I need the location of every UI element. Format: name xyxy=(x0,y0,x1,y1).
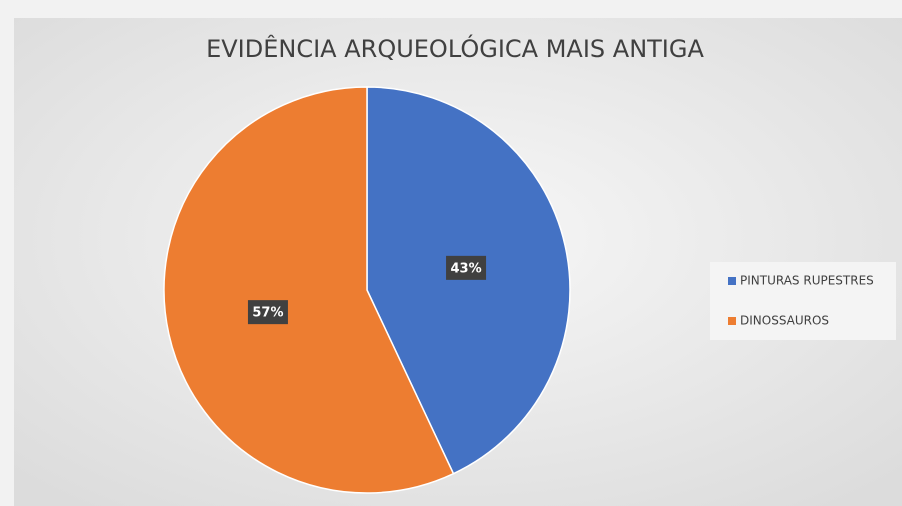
data-label-box xyxy=(446,255,487,280)
legend-label: DINOSSAUROS xyxy=(740,314,829,328)
chart-title: EVIDÊNCIA ARQUEOLÓGICA MAIS ANTIGA xyxy=(206,33,704,63)
pie-slice xyxy=(366,86,571,475)
legend-box xyxy=(710,262,896,340)
legend-swatch xyxy=(728,317,736,325)
data-label-box xyxy=(247,300,288,325)
data-label: 43% xyxy=(450,261,481,276)
legend-swatch xyxy=(728,277,736,285)
data-label: 57% xyxy=(252,306,283,321)
pie-slice xyxy=(163,86,455,494)
legend-label: PINTURAS RUPESTRES xyxy=(740,274,874,288)
